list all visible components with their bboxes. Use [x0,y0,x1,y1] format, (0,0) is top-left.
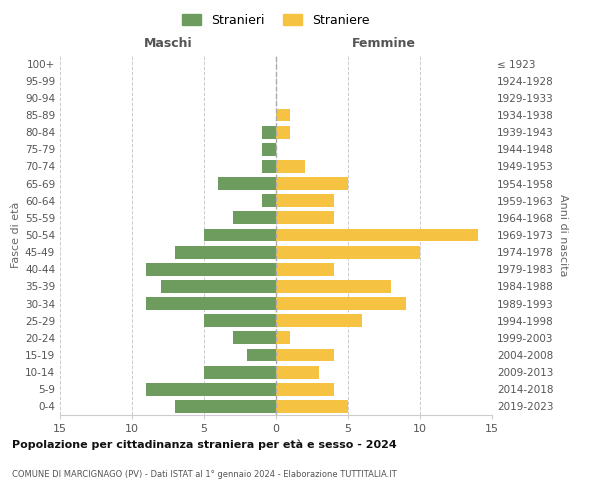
Bar [276,126,290,138]
Bar [146,383,276,396]
Text: Popolazione per cittadinanza straniera per età e sesso - 2024: Popolazione per cittadinanza straniera p… [12,440,397,450]
Bar [276,160,305,173]
Bar [276,228,478,241]
Bar [276,332,290,344]
Bar [276,177,348,190]
Bar [233,212,276,224]
Bar [276,246,420,258]
Bar [262,160,276,173]
Bar [146,297,276,310]
Bar [146,263,276,276]
Bar [218,177,276,190]
Bar [204,228,276,241]
Bar [276,212,334,224]
Bar [276,108,290,122]
Bar [262,194,276,207]
Bar [161,280,276,293]
Bar [204,314,276,327]
Bar [233,332,276,344]
Bar [276,314,362,327]
Y-axis label: Anni di nascita: Anni di nascita [558,194,568,276]
Text: COMUNE DI MARCIGNAGO (PV) - Dati ISTAT al 1° gennaio 2024 - Elaborazione TUTTITA: COMUNE DI MARCIGNAGO (PV) - Dati ISTAT a… [12,470,397,479]
Bar [276,263,334,276]
Bar [276,280,391,293]
Bar [276,383,334,396]
Bar [204,366,276,378]
Text: Maschi: Maschi [143,37,193,50]
Y-axis label: Fasce di età: Fasce di età [11,202,21,268]
Bar [276,194,334,207]
Text: Femmine: Femmine [352,37,416,50]
Bar [175,400,276,413]
Bar [276,400,348,413]
Bar [262,143,276,156]
Bar [247,348,276,362]
Legend: Stranieri, Straniere: Stranieri, Straniere [178,8,374,32]
Bar [276,366,319,378]
Bar [175,246,276,258]
Bar [276,297,406,310]
Bar [262,126,276,138]
Bar [276,348,334,362]
